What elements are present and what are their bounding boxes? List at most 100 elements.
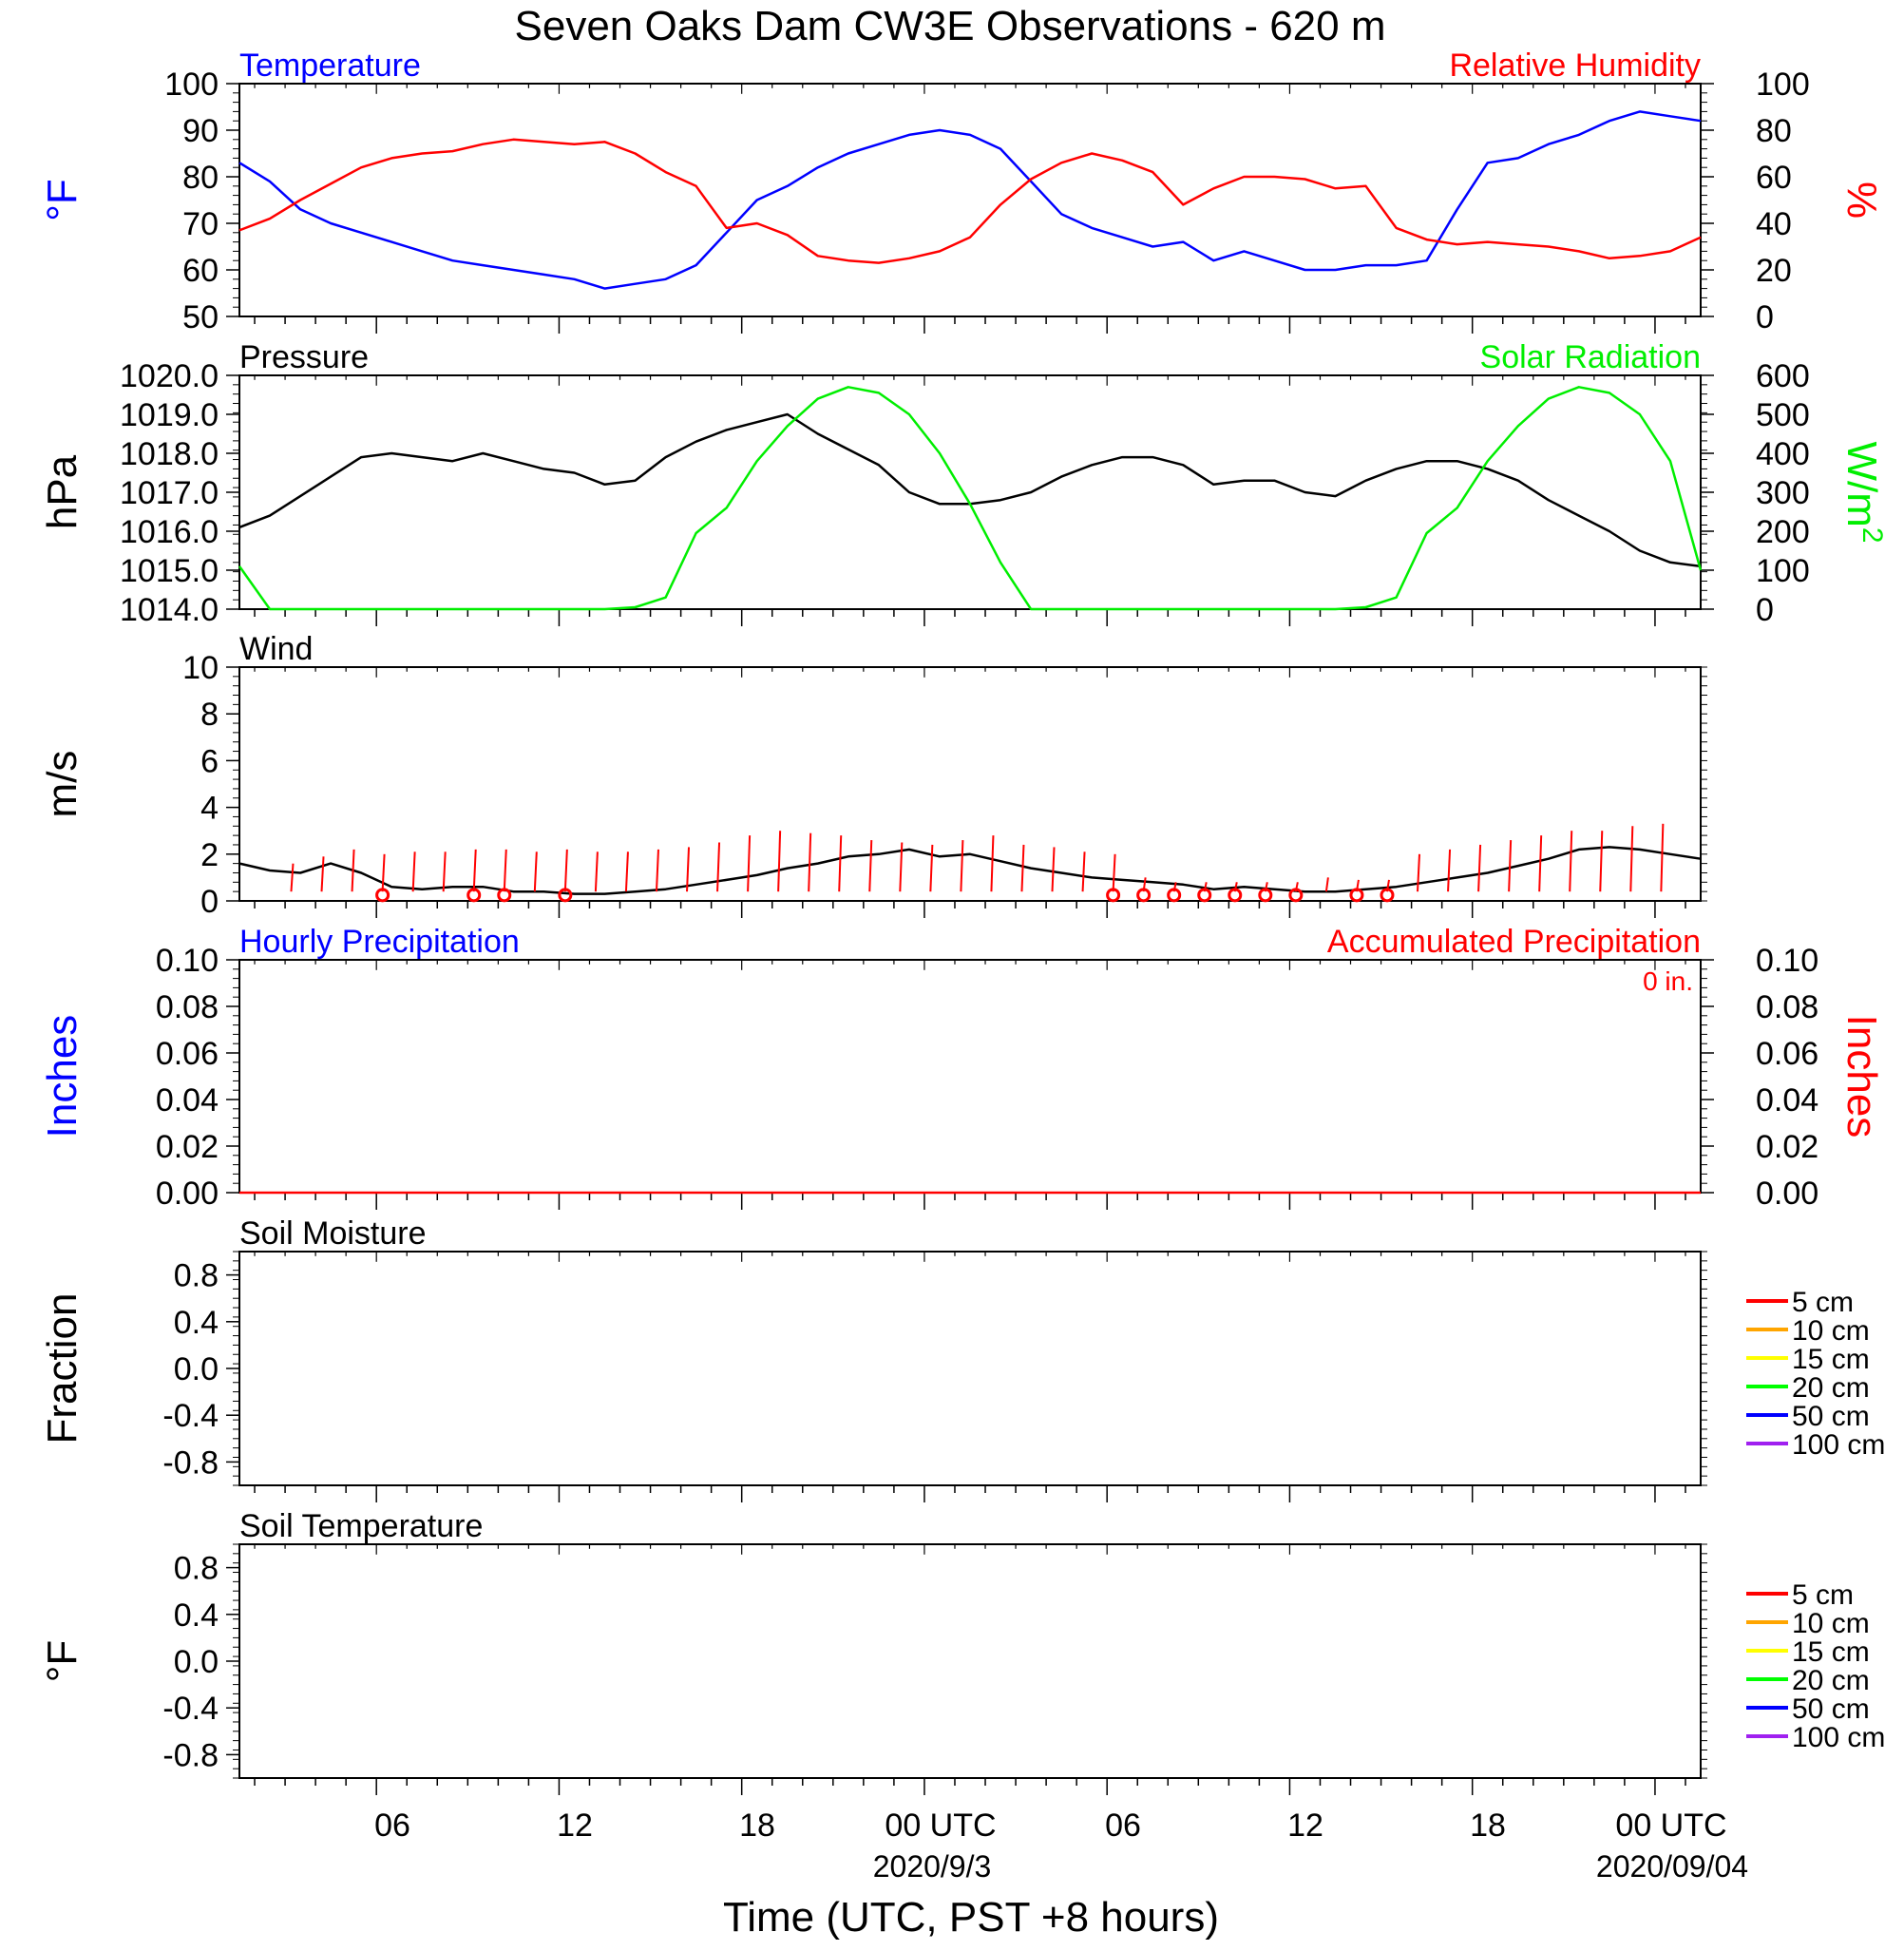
- panel-frame: [238, 374, 1702, 610]
- y-right-tick-label: 60: [1756, 160, 1792, 196]
- y-left-tick-label: 1018.0: [120, 436, 219, 472]
- wind-barb: [868, 840, 873, 892]
- y-left-tick-label: 70: [182, 206, 219, 242]
- series-line-pressure: [238, 412, 1702, 568]
- panel-left-title: Temperature: [239, 48, 421, 84]
- y-left-tick-label: -0.8: [162, 1737, 219, 1773]
- panel-frame: [238, 959, 1702, 1194]
- series-line-wind: [238, 846, 1702, 895]
- y-left-tick-label: 0.02: [156, 1129, 219, 1165]
- y-left-tick-label: 0.00: [156, 1176, 219, 1212]
- legend-label: 20 cm: [1792, 1372, 1870, 1404]
- x-tick-label-0: 06: [374, 1808, 410, 1844]
- x-tick-label-3: 00 UTC: [885, 1808, 996, 1844]
- wind-barb: [1324, 877, 1329, 892]
- wind-barb: [747, 835, 752, 892]
- unit-superscript: 2: [1856, 527, 1888, 544]
- wind-barb: [320, 856, 325, 892]
- wind-barb: [1629, 826, 1634, 892]
- date-label-0: 2020/9/3: [873, 1849, 992, 1884]
- legend-label: 15 cm: [1792, 1344, 1870, 1375]
- x-tick-label-6: 18: [1470, 1808, 1506, 1844]
- calm-wind-marker: [375, 888, 390, 903]
- y-right-tick-label: 0: [1756, 592, 1774, 628]
- figure-title: Seven Oaks Dam CW3E Observations - 620 m: [515, 3, 1386, 49]
- y-left-tick-label: 0.0: [174, 1644, 219, 1680]
- calm-wind-marker: [1167, 888, 1182, 903]
- y-left-tick-label: 0: [200, 884, 219, 920]
- wind-barb: [1417, 853, 1421, 892]
- y-left-tick-label: 1017.0: [120, 475, 219, 511]
- y-left-tick-label: 6: [200, 743, 219, 779]
- y-left-tick-label: 0.06: [156, 1036, 219, 1072]
- y-right-tick-label: 200: [1756, 514, 1810, 550]
- panel-frame: [238, 83, 1702, 317]
- y-right-tick-label: 0.10: [1756, 943, 1818, 979]
- wind-barb: [655, 849, 659, 892]
- panel-left-title: Pressure: [239, 339, 369, 375]
- wind-barb: [624, 851, 629, 892]
- y-right-tick-label: 400: [1756, 436, 1810, 472]
- calm-wind-marker: [558, 888, 573, 903]
- y-left-tick-label: -0.4: [162, 1691, 219, 1727]
- y-left-tick-label: 50: [182, 299, 219, 335]
- panel-left-title: Soil Temperature: [239, 1508, 483, 1544]
- series-line-relative-humidity: [238, 138, 1702, 264]
- y-left-tick-label: 90: [182, 113, 219, 149]
- wind-barb: [1569, 831, 1573, 892]
- y-left-axis-label: °F: [39, 179, 86, 220]
- y-right-tick-label: 300: [1756, 475, 1810, 511]
- legend-label: 15 cm: [1792, 1636, 1870, 1668]
- y-right-tick-label: 600: [1756, 358, 1810, 394]
- legend-label: 100 cm: [1792, 1429, 1885, 1461]
- panel-right-title: Relative Humidity: [1449, 48, 1701, 84]
- y-left-tick-label: 0.08: [156, 989, 219, 1025]
- panel-left-title: Soil Moisture: [239, 1215, 427, 1252]
- legend-label: 10 cm: [1792, 1315, 1870, 1347]
- y-left-tick-label: 0.8: [174, 1258, 219, 1294]
- y-left-tick-label: 1020.0: [120, 358, 219, 394]
- wind-barb: [594, 851, 599, 892]
- wind-barb: [1447, 849, 1452, 892]
- y-left-tick-label: 1019.0: [120, 397, 219, 433]
- wind-barb: [838, 835, 843, 892]
- panel-2: 10 8 6 4 2 0 Wind m/s: [39, 631, 1707, 920]
- calm-wind-marker: [1197, 888, 1212, 903]
- wind-barb: [929, 844, 934, 892]
- date-label-1: 2020/09/04: [1596, 1849, 1748, 1884]
- y-left-tick-label: 100: [164, 67, 219, 103]
- y-right-tick-label: 100: [1756, 553, 1810, 589]
- wind-barb: [472, 849, 477, 892]
- y-right-axis-label: Inches: [1838, 1015, 1885, 1138]
- y-left-tick-label: 0.10: [156, 943, 219, 979]
- y-left-tick-label: 0.04: [156, 1082, 219, 1119]
- legend-label: 10 cm: [1792, 1608, 1870, 1639]
- wind-barb: [411, 851, 416, 892]
- y-left-tick-label: 1014.0: [120, 592, 219, 628]
- wind-barb: [1508, 840, 1513, 892]
- calm-wind-marker: [1136, 888, 1152, 903]
- calm-wind-marker: [466, 888, 482, 903]
- y-left-tick-label: 80: [182, 160, 219, 196]
- legend-label: 20 cm: [1792, 1665, 1870, 1696]
- calm-wind-marker: [1349, 888, 1364, 903]
- legend-label: 100 cm: [1792, 1722, 1885, 1753]
- panel-left-title: Wind: [239, 631, 313, 667]
- wind-barb: [1051, 847, 1056, 892]
- wind-barb: [533, 851, 538, 892]
- wind-barb: [990, 835, 995, 892]
- calm-wind-marker: [1228, 888, 1243, 903]
- calm-wind-marker: [1258, 888, 1273, 903]
- y-left-axis-label: m/s: [39, 751, 86, 818]
- wind-barb: [381, 853, 386, 892]
- panel-0: 100 90 80 70 60 50 100 80 60 40 20 0 Temperature Rela…: [39, 48, 1885, 335]
- y-left-tick-label: 60: [182, 253, 219, 289]
- x-tick-label-5: 12: [1287, 1808, 1323, 1844]
- calm-wind-marker: [497, 888, 512, 903]
- y-left-axis-label: Inches: [39, 1015, 86, 1138]
- wind-barb: [1538, 835, 1543, 892]
- panel-frame: [238, 1251, 1702, 1486]
- y-right-tick-label: 0.02: [1756, 1129, 1818, 1165]
- y-left-tick-label: 0.8: [174, 1551, 219, 1587]
